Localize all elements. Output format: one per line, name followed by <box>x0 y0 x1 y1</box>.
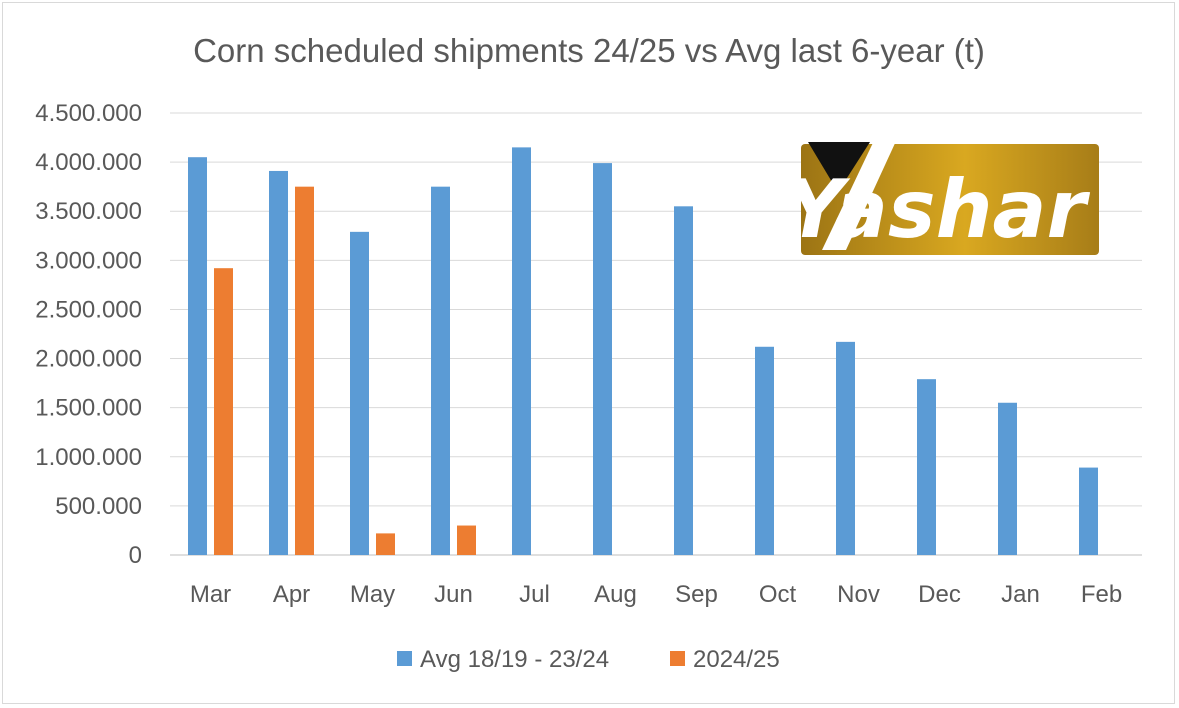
x-tick-label: Jan <box>1001 581 1040 608</box>
y-tick-label: 1.500.000 <box>35 395 142 422</box>
bar-avg-aug <box>593 163 612 556</box>
yashar-logo: Yashar <box>786 128 1099 256</box>
bar-avg-nov <box>836 341 855 555</box>
x-tick-label: Dec <box>918 581 961 608</box>
bar-avg-jan <box>998 402 1017 555</box>
legend-label: 2024/25 <box>693 646 780 673</box>
legend-label: Avg 18/19 - 23/24 <box>420 646 609 673</box>
bar-avg-oct <box>755 346 774 555</box>
bar-2024-25-may <box>376 533 395 555</box>
x-tick-label: May <box>350 581 395 608</box>
legend: Avg 18/19 - 23/24 2024/25 <box>397 646 780 673</box>
y-tick-label: 0 <box>129 542 142 569</box>
legend-swatch <box>670 651 685 666</box>
bar-avg-may <box>350 231 369 556</box>
y-tick-label: 4.500.000 <box>35 100 142 127</box>
bar-avg-jul <box>512 147 531 555</box>
bar-2024-25-mar <box>214 268 233 555</box>
gridlines <box>170 112 1142 556</box>
y-tick-label: 4.000.000 <box>35 149 142 176</box>
x-tick-label: Oct <box>759 581 797 608</box>
y-tick-label: 3.500.000 <box>35 198 142 225</box>
bar-avg-jun <box>431 186 450 555</box>
x-tick-label: Aug <box>594 581 637 608</box>
y-tick-label: 2.500.000 <box>35 296 142 323</box>
bar-avg-apr <box>269 170 288 555</box>
y-axis-tick-labels: 0 500.000 1.000.000 1.500.000 2.000.000 2.500… <box>35 100 142 569</box>
x-tick-label: Sep <box>675 581 718 608</box>
bar-avg-sep <box>674 206 693 556</box>
y-tick-label: 1.000.000 <box>35 444 142 471</box>
logo-text: Yashar <box>786 163 1091 256</box>
y-tick-label: 2.000.000 <box>35 346 142 373</box>
bar-avg-mar <box>188 157 207 555</box>
chart-title: Corn scheduled shipments 24/25 vs Avg la… <box>193 32 985 69</box>
x-tick-label: Jul <box>519 581 550 608</box>
bar-avg-dec <box>917 379 936 555</box>
bar-2024-25-apr <box>295 186 314 555</box>
bars <box>188 147 1098 556</box>
bar-2024-25-jun <box>457 525 476 555</box>
x-axis-tick-labels: Mar Apr May Jun Jul Aug Sep Oct Nov Dec Jan Feb <box>190 581 1122 608</box>
y-tick-label: 500.000 <box>55 493 142 520</box>
x-tick-label: Apr <box>273 581 310 608</box>
y-tick-label: 3.000.000 <box>35 247 142 274</box>
x-tick-label: Mar <box>190 581 231 608</box>
x-tick-label: Feb <box>1081 581 1122 608</box>
x-tick-label: Jun <box>434 581 473 608</box>
x-tick-label: Nov <box>837 581 880 608</box>
legend-swatch <box>397 651 412 666</box>
bar-avg-feb <box>1079 467 1098 555</box>
